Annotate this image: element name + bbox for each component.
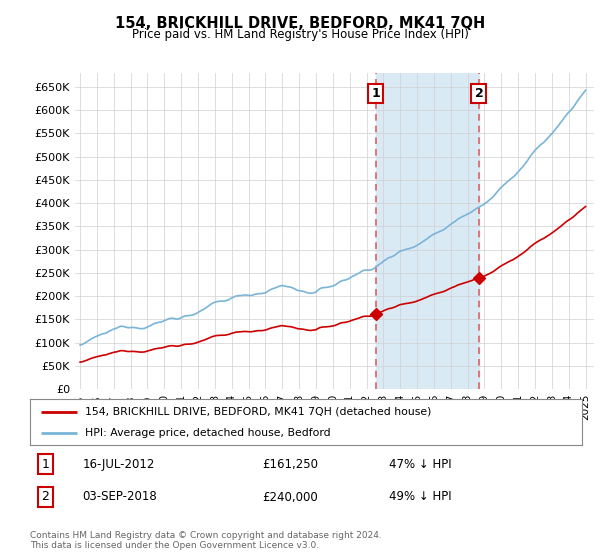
Text: £161,250: £161,250 bbox=[262, 458, 318, 470]
Bar bbox=[376, 73, 479, 389]
Text: 1: 1 bbox=[41, 458, 49, 470]
Text: 03-SEP-2018: 03-SEP-2018 bbox=[82, 491, 157, 503]
Text: 16-JUL-2012: 16-JUL-2012 bbox=[82, 458, 155, 470]
Text: HPI: Average price, detached house, Bedford: HPI: Average price, detached house, Bedf… bbox=[85, 428, 331, 438]
Text: 2: 2 bbox=[475, 87, 483, 100]
Text: 47% ↓ HPI: 47% ↓ HPI bbox=[389, 458, 451, 470]
Text: 1: 1 bbox=[371, 87, 380, 100]
Text: £240,000: £240,000 bbox=[262, 491, 317, 503]
Text: 154, BRICKHILL DRIVE, BEDFORD, MK41 7QH: 154, BRICKHILL DRIVE, BEDFORD, MK41 7QH bbox=[115, 16, 485, 31]
Text: Price paid vs. HM Land Registry's House Price Index (HPI): Price paid vs. HM Land Registry's House … bbox=[131, 28, 469, 41]
Text: 2: 2 bbox=[41, 491, 49, 503]
Text: 49% ↓ HPI: 49% ↓ HPI bbox=[389, 491, 451, 503]
Text: Contains HM Land Registry data © Crown copyright and database right 2024.
This d: Contains HM Land Registry data © Crown c… bbox=[30, 531, 382, 550]
Text: 154, BRICKHILL DRIVE, BEDFORD, MK41 7QH (detached house): 154, BRICKHILL DRIVE, BEDFORD, MK41 7QH … bbox=[85, 407, 431, 417]
